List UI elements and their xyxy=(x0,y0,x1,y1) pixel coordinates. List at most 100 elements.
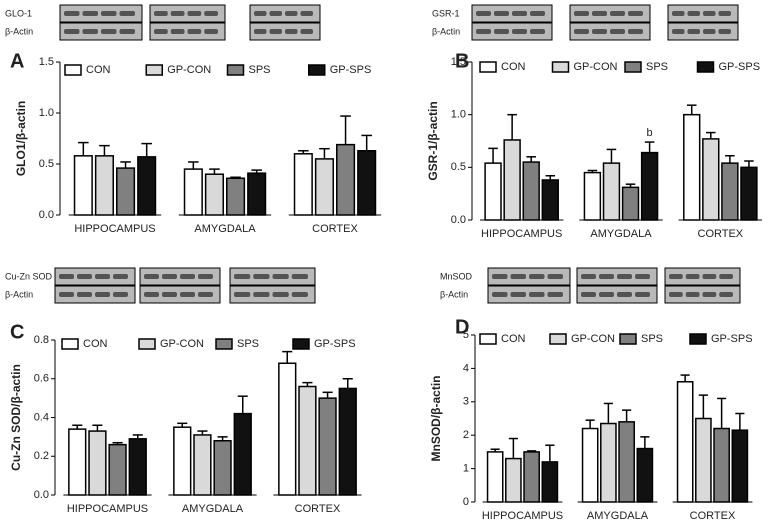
legend-swatch xyxy=(696,61,715,73)
y-tick-label: 0.5 xyxy=(451,161,466,173)
blot-band xyxy=(581,274,596,279)
blot-band xyxy=(494,11,509,16)
bar xyxy=(640,151,659,221)
bar xyxy=(293,153,313,216)
legend-swatch xyxy=(226,64,245,76)
bar xyxy=(137,156,157,216)
legend-label: GP-SPS xyxy=(719,61,761,73)
blot-band xyxy=(64,29,80,34)
blot-band xyxy=(59,292,74,297)
bar xyxy=(73,155,93,216)
blot-band xyxy=(254,29,267,34)
y-axis-label: GSR-1/β-actin xyxy=(426,101,440,180)
legend-label: GP-CON xyxy=(167,64,211,76)
blot-band xyxy=(530,29,545,34)
legend-swatch xyxy=(145,64,163,76)
blot-band xyxy=(291,292,308,297)
x-tick-label: HIPPOCAMPUS xyxy=(481,228,562,240)
y-tick-label: 1.0 xyxy=(451,109,466,121)
y-tick-label: 2 xyxy=(463,429,469,441)
y-tick-label: 5 xyxy=(463,329,469,341)
bar xyxy=(108,443,127,496)
annotation: b xyxy=(647,127,653,139)
blot-band xyxy=(610,11,625,16)
blot-band xyxy=(144,292,159,297)
blot-band xyxy=(687,11,700,16)
blot-label: GSR-1 xyxy=(432,8,460,18)
blot-band xyxy=(119,29,135,34)
bar xyxy=(676,381,694,503)
legend-swatch xyxy=(479,333,497,345)
blot-band xyxy=(254,11,267,16)
blot-band xyxy=(300,11,313,16)
blot-band xyxy=(154,11,168,16)
y-tick-label: 4 xyxy=(463,362,469,374)
blot-band xyxy=(187,29,202,34)
blot-band xyxy=(204,29,218,34)
blot-band xyxy=(77,274,92,279)
blot-band xyxy=(669,292,683,297)
blot-band xyxy=(492,292,508,297)
bar xyxy=(94,155,114,216)
blot-band xyxy=(718,11,731,16)
y-tick-label: 0.0 xyxy=(34,489,49,501)
blot-band xyxy=(154,29,168,34)
legend-label: GP-CON xyxy=(571,333,615,345)
blot-label: β-Actin xyxy=(432,26,460,36)
bar xyxy=(213,440,232,496)
bar xyxy=(298,385,317,496)
y-tick-label: 1.5 xyxy=(451,56,466,68)
bar xyxy=(602,162,621,221)
bar xyxy=(193,434,212,496)
legend-swatch xyxy=(64,64,82,76)
blot-label: GLO-1 xyxy=(5,8,32,18)
blot-band xyxy=(101,11,117,16)
blot-band xyxy=(530,11,545,16)
blot-band xyxy=(547,292,563,297)
bar xyxy=(128,438,147,496)
bar xyxy=(541,179,559,221)
blot-band xyxy=(581,292,596,297)
bar xyxy=(695,417,712,503)
blot-band xyxy=(512,11,527,16)
x-tick-label: HIPPOCAMPUS xyxy=(482,510,563,522)
y-tick-label: 3 xyxy=(463,396,469,408)
blot-band xyxy=(95,274,110,279)
blot-band xyxy=(119,11,135,16)
blot-band xyxy=(672,11,685,16)
y-tick-label: 1.0 xyxy=(39,107,54,119)
y-tick-label: 1 xyxy=(463,463,469,475)
legend-label: GP-CON xyxy=(574,61,618,73)
legend-label: SPS xyxy=(249,64,271,76)
blot-band xyxy=(198,274,213,279)
legend-swatch xyxy=(479,61,497,73)
blot-band xyxy=(291,274,308,279)
blot-band xyxy=(234,292,251,297)
blot-band xyxy=(77,292,92,297)
blot-band xyxy=(592,29,607,34)
blot-band xyxy=(170,11,185,16)
legend-label: GP-SPS xyxy=(711,333,753,345)
panel-letter: D xyxy=(455,316,469,338)
legend-swatch xyxy=(215,338,233,350)
blot-band xyxy=(162,274,177,279)
bar xyxy=(522,161,540,221)
blot-band xyxy=(285,11,298,16)
bar xyxy=(721,162,739,221)
x-tick-label: CORTEX xyxy=(698,228,744,240)
blot-band xyxy=(574,29,589,34)
legend-label: CON xyxy=(83,338,108,350)
x-tick-label: AMYGDALA xyxy=(587,510,649,522)
legend-label: GP-SPS xyxy=(330,64,372,76)
blot-band xyxy=(113,292,128,297)
blot-band xyxy=(95,292,110,297)
blot-band xyxy=(82,11,98,16)
blot-band xyxy=(198,292,213,297)
bar xyxy=(338,387,357,496)
legend-label: SPS xyxy=(641,333,663,345)
blot-band xyxy=(628,29,643,34)
blot-band xyxy=(718,29,731,34)
blot-band xyxy=(170,29,185,34)
bar xyxy=(357,149,377,216)
x-tick-label: CORTEX xyxy=(312,223,358,235)
